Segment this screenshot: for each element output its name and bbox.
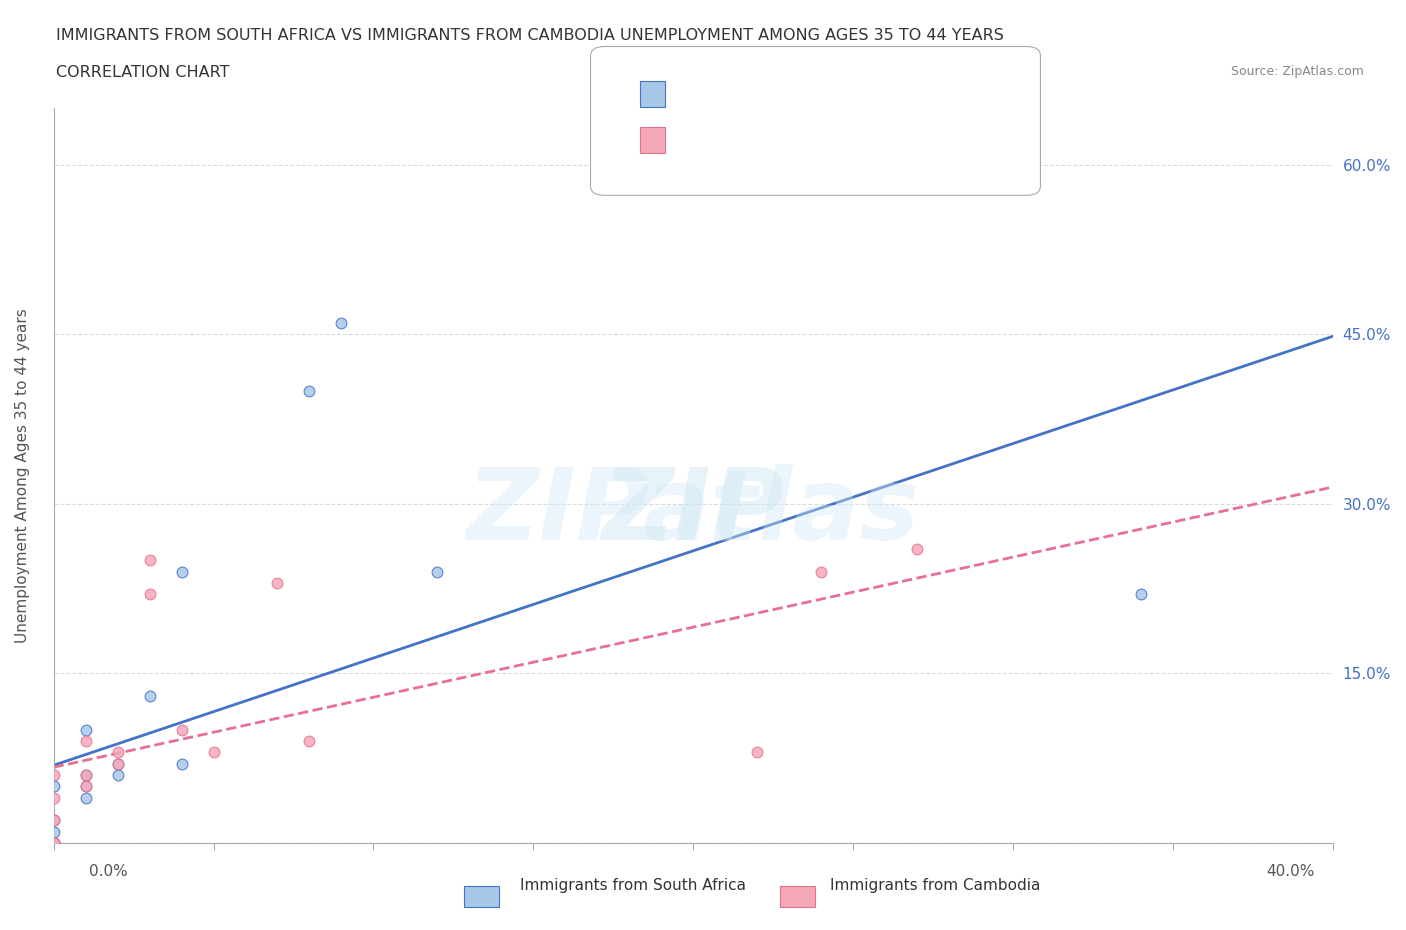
Text: R = 0.303   N = 21: R = 0.303 N = 21: [675, 88, 845, 106]
Point: [75, 723, 97, 737]
Point: [75, 779, 97, 794]
Point: [107, 745, 129, 760]
Point: [42, 835, 65, 850]
Point: [42, 835, 65, 850]
Point: [426, 565, 449, 579]
Text: 0.0%: 0.0%: [89, 864, 128, 879]
Text: ZIPatlas: ZIPatlas: [467, 464, 920, 561]
Point: [42, 813, 65, 828]
Y-axis label: Unemployment Among Ages 35 to 44 years: Unemployment Among Ages 35 to 44 years: [15, 308, 30, 643]
Point: [330, 315, 353, 330]
Point: [42, 790, 65, 805]
Text: ZIP: ZIP: [602, 464, 785, 561]
Point: [42, 835, 65, 850]
Point: [747, 745, 769, 760]
Point: [42, 835, 65, 850]
Point: [75, 767, 97, 782]
Point: [905, 541, 928, 556]
Text: R =  0.371   N = 20: R = 0.371 N = 20: [675, 135, 851, 153]
Point: [266, 576, 288, 591]
Point: [75, 734, 97, 749]
Point: [42, 824, 65, 839]
Point: [42, 813, 65, 828]
Point: [298, 734, 321, 749]
Point: [42, 835, 65, 850]
Point: [42, 835, 65, 850]
Text: Source: ZipAtlas.com: Source: ZipAtlas.com: [1230, 65, 1364, 78]
Point: [75, 790, 97, 805]
Text: Immigrants from Cambodia: Immigrants from Cambodia: [830, 878, 1040, 893]
Point: [42, 835, 65, 850]
Point: [42, 767, 65, 782]
Point: [42, 779, 65, 794]
Text: CORRELATION CHART: CORRELATION CHART: [56, 65, 229, 80]
Point: [75, 767, 97, 782]
Point: [810, 565, 832, 579]
Point: [42, 835, 65, 850]
Point: [107, 767, 129, 782]
Point: [202, 745, 225, 760]
Text: Immigrants from South Africa: Immigrants from South Africa: [520, 878, 747, 893]
Point: [138, 552, 160, 567]
Point: [138, 587, 160, 602]
Point: [170, 723, 193, 737]
Point: [138, 688, 160, 703]
Text: IMMIGRANTS FROM SOUTH AFRICA VS IMMIGRANTS FROM CAMBODIA UNEMPLOYMENT AMONG AGES: IMMIGRANTS FROM SOUTH AFRICA VS IMMIGRAN…: [56, 28, 1004, 43]
Point: [298, 383, 321, 398]
Point: [75, 779, 97, 794]
Point: [170, 565, 193, 579]
Text: 40.0%: 40.0%: [1267, 864, 1315, 879]
Point: [1129, 587, 1152, 602]
Point: [170, 756, 193, 771]
Point: [107, 756, 129, 771]
Point: [107, 756, 129, 771]
